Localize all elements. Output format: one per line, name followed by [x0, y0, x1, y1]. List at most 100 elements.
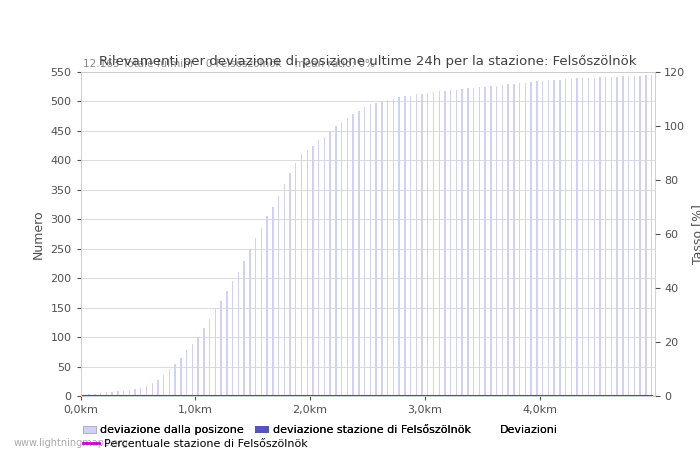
Legend: Percentuale stazione di Felsőszölnök: Percentuale stazione di Felsőszölnök [83, 439, 307, 449]
Bar [433, 92, 434, 396]
Bar [645, 75, 647, 396]
Text: 12.163 Totale fulmini    0 Felsőszölnök    mean ratio: 0%: 12.163 Totale fulmini 0 Felsőszölnök mea… [83, 59, 375, 69]
Bar [398, 97, 400, 396]
Bar [151, 383, 153, 396]
Bar [610, 76, 612, 396]
Bar [180, 358, 182, 396]
Bar [628, 76, 629, 396]
Bar [203, 328, 204, 396]
Bar [524, 83, 526, 396]
Bar [226, 291, 228, 396]
Bar [444, 91, 446, 396]
Bar [278, 196, 279, 396]
Bar [536, 81, 538, 396]
Bar [260, 228, 262, 396]
Bar [387, 100, 388, 396]
Bar [323, 137, 326, 396]
Bar [461, 89, 463, 396]
Bar [421, 94, 423, 396]
Bar [502, 85, 503, 396]
Y-axis label: Tasso [%]: Tasso [%] [691, 204, 700, 264]
Bar [622, 76, 624, 396]
Bar [335, 126, 337, 396]
Bar [134, 389, 136, 396]
Bar [547, 80, 549, 396]
Bar [576, 78, 578, 396]
Bar [346, 118, 348, 396]
Bar [553, 80, 555, 396]
Bar [450, 90, 452, 396]
Bar [129, 390, 130, 396]
Bar [559, 80, 561, 396]
Bar [158, 379, 159, 396]
Bar [244, 261, 245, 396]
Bar [140, 388, 141, 396]
Bar [508, 84, 509, 396]
Bar [174, 364, 176, 396]
Bar [295, 163, 297, 396]
Bar [220, 301, 222, 396]
Bar [473, 88, 475, 396]
Bar [192, 344, 193, 396]
Bar [427, 93, 428, 396]
Bar [341, 122, 342, 396]
Bar [496, 86, 498, 396]
Bar [617, 76, 618, 396]
Legend: deviazione dalla posizone, deviazione stazione di Felsőszölnök, Deviazioni: deviazione dalla posizone, deviazione st… [83, 425, 558, 436]
Bar [197, 337, 199, 396]
Bar [479, 87, 480, 396]
Bar [404, 96, 405, 396]
Bar [393, 99, 394, 396]
Bar [358, 112, 360, 396]
Bar [249, 249, 251, 396]
Bar [163, 375, 164, 396]
Bar [301, 154, 302, 396]
Bar [255, 238, 256, 396]
Bar [634, 76, 635, 396]
Bar [237, 272, 239, 396]
Bar [639, 76, 641, 396]
Bar [605, 77, 606, 396]
Bar [370, 104, 371, 396]
Bar [456, 90, 457, 396]
Bar [106, 392, 107, 396]
Bar [88, 394, 90, 396]
Bar [284, 184, 285, 396]
Bar [599, 77, 601, 396]
Bar [100, 393, 102, 396]
Bar [588, 78, 589, 396]
Bar [307, 150, 308, 396]
Bar [146, 386, 147, 396]
Bar [416, 94, 417, 396]
Bar [519, 83, 520, 396]
Title: Rilevamenti per deviazione di posizione ultime 24h per la stazione: Felsőszölnök: Rilevamenti per deviazione di posizione … [99, 55, 636, 68]
Bar [111, 392, 113, 396]
Bar [490, 86, 491, 396]
Bar [122, 391, 125, 396]
Bar [209, 320, 211, 396]
Bar [215, 309, 216, 396]
Bar [570, 79, 572, 396]
Bar [266, 216, 268, 396]
Text: www.lightningmaps.org: www.lightningmaps.org [14, 438, 129, 448]
Bar [364, 108, 365, 396]
Bar [186, 350, 188, 396]
Bar [289, 173, 290, 396]
Bar [410, 95, 412, 396]
Bar [467, 89, 469, 396]
Bar [94, 394, 96, 396]
Bar [651, 75, 652, 396]
Bar [565, 79, 566, 396]
Bar [272, 207, 274, 396]
Bar [83, 395, 84, 396]
Bar [582, 78, 584, 396]
Bar [542, 81, 543, 396]
Bar [330, 131, 331, 396]
Bar [318, 140, 319, 396]
Bar [594, 78, 595, 396]
Bar [438, 91, 440, 396]
Bar [381, 101, 383, 396]
Bar [169, 369, 170, 396]
Y-axis label: Numero: Numero [32, 209, 45, 259]
Bar [312, 146, 314, 396]
